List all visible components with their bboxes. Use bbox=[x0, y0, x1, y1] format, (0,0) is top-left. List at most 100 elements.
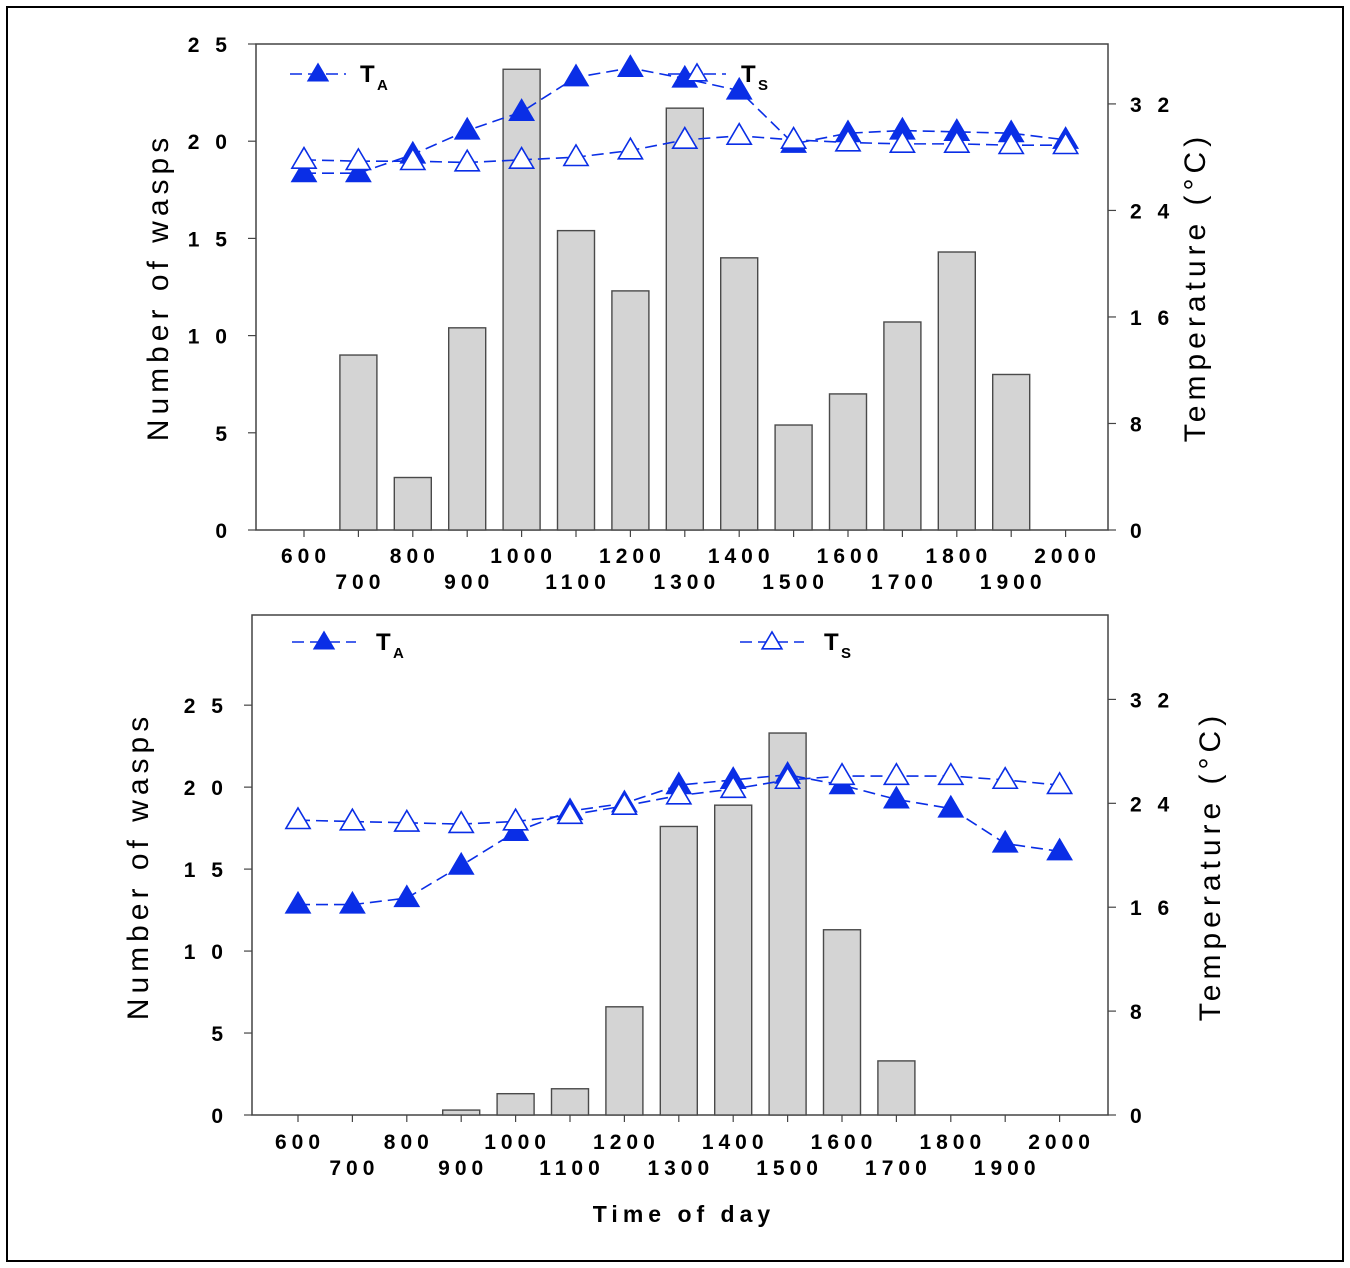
series-point-TA bbox=[937, 794, 965, 818]
y-tick-label: 2 0 bbox=[188, 131, 232, 154]
y-tick-label: 0 bbox=[215, 520, 232, 543]
bar-1600 bbox=[828, 393, 868, 531]
series-point-TS bbox=[556, 801, 584, 825]
x-tick-label: 1300 bbox=[653, 571, 720, 594]
x-tick-label: 2000 bbox=[1028, 1131, 1095, 1154]
figure-border bbox=[6, 6, 1344, 1262]
x-tick-label: 900 bbox=[438, 1157, 488, 1180]
x-tick-label: 1500 bbox=[762, 571, 829, 594]
x-tick-label: 600 bbox=[275, 1131, 325, 1154]
legend-label-subscript: A bbox=[393, 645, 404, 662]
y2-tick-label: 8 bbox=[1130, 1001, 1147, 1024]
bar-900 bbox=[448, 327, 487, 531]
legend-label: T bbox=[360, 61, 375, 88]
series-point-TS bbox=[665, 781, 693, 805]
x-tick-label: 1600 bbox=[817, 545, 884, 568]
x-axis-title: Time of day bbox=[593, 1201, 775, 1227]
series-point-TS bbox=[290, 145, 318, 169]
x-tick-label: 1400 bbox=[702, 1131, 769, 1154]
legend-marker-TA bbox=[312, 630, 336, 650]
bar-1300 bbox=[665, 107, 704, 531]
y2-axis-title: Temperature (°C) bbox=[1179, 132, 1212, 442]
series-point-TA bbox=[1046, 837, 1074, 861]
x-tick-label: 1700 bbox=[871, 571, 938, 594]
x-tick-label: 1000 bbox=[490, 545, 557, 568]
bar-1200 bbox=[611, 290, 650, 531]
series-point-TS bbox=[447, 810, 475, 834]
x-tick-label: 1600 bbox=[811, 1131, 878, 1154]
x-tick-label: 1800 bbox=[919, 1131, 986, 1154]
y2-tick-label: 0 bbox=[1130, 1105, 1147, 1128]
series-point-TS bbox=[937, 762, 965, 786]
legend-label-subscript: A bbox=[377, 77, 388, 94]
legend-label-subscript: S bbox=[841, 645, 851, 662]
y-tick-label: 1 5 bbox=[184, 859, 228, 882]
series-point-TA bbox=[453, 116, 481, 140]
x-tick-label: 1200 bbox=[593, 1131, 660, 1154]
series-point-TA bbox=[616, 54, 644, 78]
series-point-TA bbox=[725, 76, 753, 100]
series-point-TS bbox=[828, 762, 856, 786]
series-point-TS bbox=[834, 128, 862, 152]
bar-900 bbox=[442, 1109, 481, 1116]
series-point-TS bbox=[562, 143, 590, 167]
series-point-TS bbox=[725, 122, 753, 145]
x-tick-label: 1400 bbox=[708, 545, 775, 568]
series-point-TA bbox=[344, 159, 372, 183]
bar-1300 bbox=[659, 825, 698, 1116]
series-point-TS bbox=[1046, 771, 1074, 795]
y-axis-title: Number of wasps bbox=[122, 712, 155, 1020]
bar-1100 bbox=[550, 1088, 590, 1116]
series-point-TS bbox=[393, 808, 421, 832]
y-axis-title: Number of wasps bbox=[142, 133, 175, 441]
y-tick-label: 5 bbox=[215, 423, 232, 446]
y-tick-label: 2 5 bbox=[188, 34, 232, 57]
series-point-TA bbox=[284, 890, 312, 914]
series-point-TS bbox=[1052, 131, 1080, 155]
x-tick-label: 2000 bbox=[1034, 545, 1101, 568]
series-point-TS bbox=[774, 766, 802, 790]
y-tick-label: 1 5 bbox=[188, 228, 232, 251]
series-point-TS bbox=[888, 130, 916, 153]
x-tick-label: 1500 bbox=[756, 1157, 823, 1180]
bar-800 bbox=[393, 476, 432, 531]
x-tick-label: 1100 bbox=[545, 571, 611, 594]
series-point-TS bbox=[671, 126, 699, 149]
series-point-TS bbox=[453, 148, 481, 172]
bar-1000 bbox=[496, 1092, 535, 1116]
y2-tick-label: 1 6 bbox=[1130, 897, 1174, 920]
series-point-TS bbox=[344, 147, 372, 171]
series-point-TS bbox=[502, 807, 530, 831]
x-tick-label: 1900 bbox=[980, 571, 1047, 594]
bar-1600 bbox=[822, 929, 862, 1116]
series-point-TS bbox=[719, 775, 747, 799]
x-tick-label: 800 bbox=[390, 545, 440, 568]
series-point-TA bbox=[447, 851, 475, 875]
series-point-TA bbox=[562, 63, 590, 87]
bar-700 bbox=[339, 354, 378, 531]
bar-1000 bbox=[502, 68, 541, 531]
bar-1800 bbox=[937, 251, 976, 531]
x-tick-label: 800 bbox=[384, 1131, 434, 1154]
series-point-TS bbox=[616, 136, 644, 160]
bar-1700 bbox=[883, 321, 922, 531]
x-tick-label: 1800 bbox=[925, 545, 992, 568]
x-tick-label: 600 bbox=[281, 545, 331, 568]
series-point-TS bbox=[610, 792, 638, 816]
series-point-TS bbox=[508, 145, 536, 169]
legend-label-subscript: S bbox=[758, 77, 768, 94]
series-point-TA bbox=[991, 829, 1019, 853]
series-point-TA bbox=[508, 98, 536, 121]
series-point-TA bbox=[882, 785, 910, 809]
bar-1100 bbox=[556, 229, 596, 531]
x-tick-label: 700 bbox=[329, 1157, 379, 1180]
series-point-TS bbox=[991, 766, 1019, 790]
series-point-TS bbox=[338, 807, 366, 831]
series-point-TA bbox=[338, 890, 366, 914]
legend-label: T bbox=[376, 629, 391, 656]
series-point-TA bbox=[393, 884, 421, 908]
y2-tick-label: 8 bbox=[1130, 413, 1147, 436]
